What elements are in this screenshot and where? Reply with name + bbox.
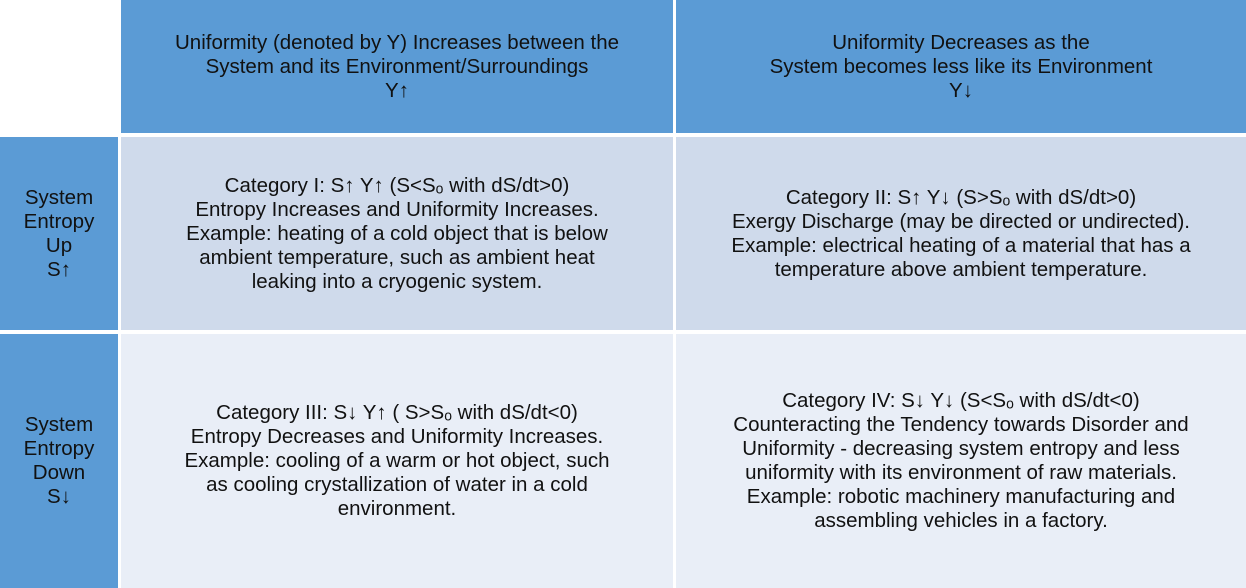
text-line: Category I: S↑ Y↑ (S<Sₒ with dS/dt>0) (224, 173, 570, 197)
text-line: Uniformity - decreasing system entropy a… (742, 437, 1180, 460)
row-header: System Entropy Up S↑ (0, 137, 118, 330)
text-line: Entropy Decreases and Uniformity Increas… (190, 425, 604, 448)
text-line: System becomes less like its Environment (769, 54, 1153, 78)
text-line: Entropy Increases and Uniformity Increas… (195, 197, 599, 221)
text-line: leaking into a cryogenic system. (251, 269, 543, 293)
text-line: Up (45, 233, 73, 257)
text-line: Example: robotic machinery manufacturing… (746, 485, 1176, 508)
text-line: Counteracting the Tendency towards Disor… (733, 413, 1189, 436)
text-line: Example: electrical heating of a materia… (731, 233, 1191, 257)
text-line: temperature above ambient temperature. (774, 257, 1148, 281)
text-line: System (24, 185, 94, 209)
table-cell: Category I: S↑ Y↑ (S<Sₒ with dS/dt>0) Ent… (118, 137, 673, 330)
text-line: uniformity with its environment of raw m… (745, 461, 1177, 484)
text-line: assembling vehicles in a factory. (814, 509, 1108, 532)
text-line: S↑ (47, 257, 71, 281)
text-line: Example: cooling of a warm or hot object… (184, 449, 610, 472)
text-line: Category IV: S↓ Y↓ (S<Sₒ with dS/dt<0) (782, 389, 1140, 412)
text-line: System (24, 413, 94, 436)
text-line: Y↓ (949, 78, 973, 102)
table-cell: Category II: S↑ Y↓ (S>Sₒ with dS/dt>0) Ex… (673, 137, 1246, 330)
text-line: System and its Environment/Surroundings (205, 54, 589, 78)
text-line: Exergy Discharge (may be directed or und… (731, 209, 1191, 233)
text-line: Example: heating of a cold object that i… (186, 221, 608, 245)
column-header: Uniformity (denoted by Y) Increases betw… (118, 0, 673, 133)
table-cell: Category IV: S↓ Y↓ (S<Sₒ with dS/dt<0) Co… (673, 334, 1246, 588)
text-line: Uniformity Decreases as the (832, 30, 1090, 54)
text-line: Uniformity (denoted by Y) Increases betw… (174, 30, 620, 54)
text-line: Category II: S↑ Y↓ (S>Sₒ with dS/dt>0) (785, 185, 1137, 209)
text-line: Y↑ (385, 78, 409, 102)
text-line: Entropy (23, 209, 95, 233)
text-line: S↓ (47, 485, 71, 508)
text-line: Down (32, 461, 86, 484)
text-line: ambient temperature, such as ambient hea… (199, 245, 595, 269)
text-line: Entropy (23, 437, 95, 460)
text-line: as cooling crystallization of water in a… (206, 473, 588, 496)
table-cell: Category III: S↓ Y↑ ( S>Sₒ with dS/dt<0)… (118, 334, 673, 588)
corner-cell (0, 0, 118, 133)
text-line: Category III: S↓ Y↑ ( S>Sₒ with dS/dt<0) (216, 401, 578, 424)
text-line: environment. (337, 497, 457, 520)
column-header: Uniformity Decreases as the System become… (673, 0, 1246, 133)
row-header: System Entropy Down S↓ (0, 334, 118, 588)
